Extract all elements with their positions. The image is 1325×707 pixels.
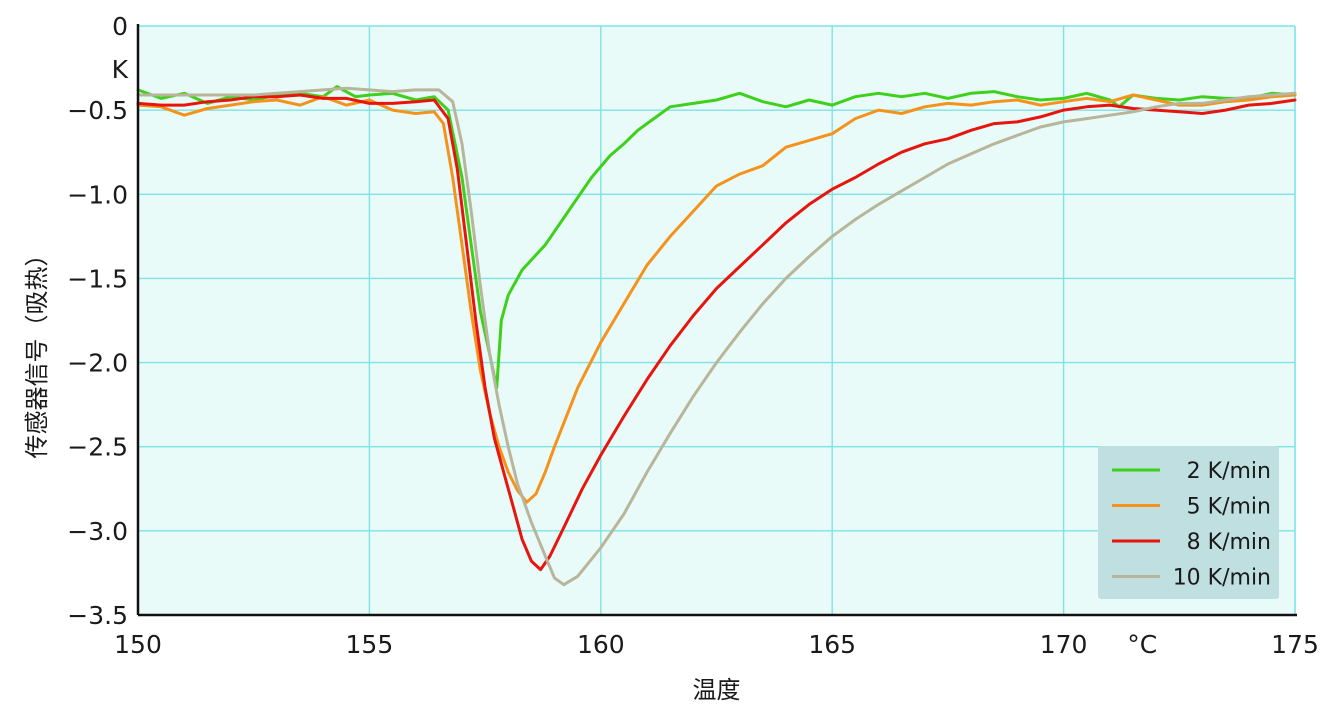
y-tick-label: −3.5 (67, 601, 128, 630)
y-tick-labels: 0 −0.5 −1.0 −1.5 −2.0 −2.5 −3.0 −3.5 (67, 12, 128, 630)
x-tick-label: 170 (1040, 630, 1088, 659)
series-line-3 (136, 93, 1297, 572)
x-tick-label: 165 (808, 630, 856, 659)
legend-label-2: 5 K/min (1187, 495, 1271, 520)
legend-box (1098, 446, 1279, 599)
legend-label-3: 8 K/min (1187, 530, 1271, 555)
series-line-4 (136, 86, 1297, 587)
y-tick-label: 0 (112, 12, 128, 41)
y-tick-label: −0.5 (67, 96, 128, 125)
legend-label-1: 2 K/min (1187, 459, 1271, 484)
series-line-1 (136, 85, 1297, 390)
y-tick-label: −1.5 (67, 264, 128, 293)
y-tick-label: −2.5 (67, 433, 128, 462)
y-tick-label: −1.0 (67, 180, 128, 209)
axes (136, 24, 1297, 617)
x-tick-label: 175 (1271, 630, 1319, 659)
x-tick-label: 155 (346, 630, 394, 659)
legend: 2 K/min 5 K/min 8 K/min 10 K/min (1098, 446, 1279, 599)
x-tick-labels: 150 155 160 165 170 175 (114, 630, 1319, 659)
x-axis-title: 温度 (693, 676, 741, 704)
y-axis-unit: K (112, 55, 129, 84)
grid-lines (138, 25, 1296, 615)
legend-label-4: 10 K/min (1173, 566, 1271, 591)
y-tick-label: −2.0 (67, 349, 128, 378)
x-tick-label: 160 (577, 630, 625, 659)
x-tick-label: 150 (114, 630, 162, 659)
y-axis-title: 传感器信号（吸热） (23, 243, 51, 459)
series-lines (136, 85, 1297, 587)
x-axis-unit: °C (1127, 630, 1157, 659)
y-tick-label: −3.0 (67, 517, 128, 546)
